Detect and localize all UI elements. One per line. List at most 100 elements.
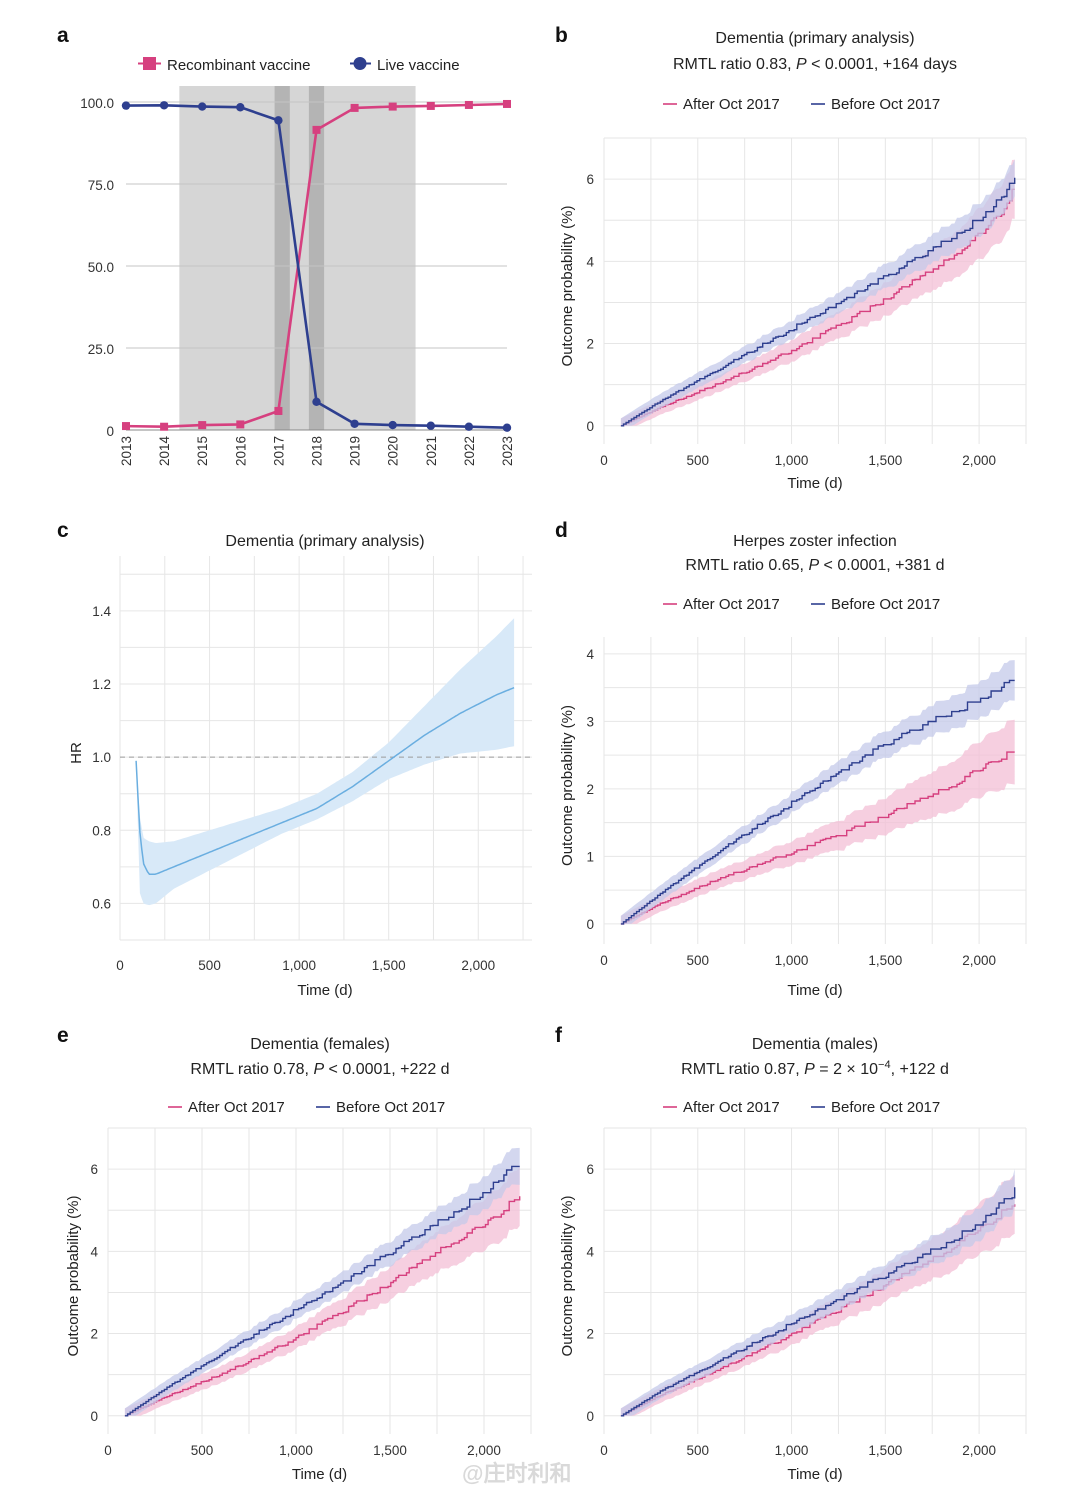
- x-axis-label: Time (d): [787, 982, 842, 999]
- legend-label: After Oct 2017: [683, 96, 780, 113]
- x-tick-label: 1,000: [279, 1443, 313, 1458]
- panel-title: Dementia (primary analysis): [715, 30, 914, 47]
- panel-subtitle: RMTL ratio 0.83, P < 0.0001, +164 days: [673, 56, 957, 73]
- x-tick-label: 1,000: [775, 1443, 809, 1458]
- x-tick-label: 0: [104, 1443, 112, 1458]
- point-recombinant: [198, 421, 207, 430]
- x-tick-label: 500: [198, 958, 221, 973]
- panel-title: Dementia (primary analysis): [225, 533, 424, 550]
- y-tick-label: 3: [586, 714, 594, 729]
- panel-letter: c: [57, 519, 69, 542]
- y-axis-label: Outcome probability (%): [559, 1196, 576, 1357]
- legend-label: Recombinant vaccine: [167, 57, 310, 74]
- point-live: [121, 101, 131, 110]
- x-tick-label: 2023: [500, 436, 515, 466]
- point-live: [464, 422, 474, 431]
- panel-f: f Dementia (males) RMTL ratio 0.87, P = 2 …: [555, 1024, 1027, 1483]
- x-tick-label: 2016: [233, 436, 248, 466]
- point-recombinant: [388, 102, 397, 111]
- point-recombinant: [464, 100, 473, 109]
- point-recombinant: [160, 422, 169, 431]
- point-live: [274, 116, 283, 125]
- y-tick-label: 0: [586, 1409, 594, 1424]
- panel-c: c Dementia (primary analysis) 0.6 0.8 1.0 1.2…: [57, 519, 532, 999]
- x-tick-label: 2019: [348, 436, 363, 466]
- point-recombinant: [503, 99, 511, 108]
- point-live: [388, 420, 397, 430]
- point-live: [426, 421, 435, 430]
- x-tick-label: 500: [191, 1443, 214, 1458]
- panel-d: d Herpes zoster infection RMTL ratio 0.65,…: [555, 519, 1027, 999]
- x-axis-label: Time (d): [787, 1466, 842, 1483]
- series-line-before: [620, 679, 1015, 925]
- x-tick-label: 1,500: [868, 953, 902, 968]
- legend-label: After Oct 2017: [188, 1099, 285, 1116]
- y-axis-label: Outcome probability (%): [65, 1196, 82, 1357]
- y-tick-label: 2: [90, 1327, 98, 1342]
- legend-label: After Oct 2017: [683, 596, 780, 613]
- panel-a: a 0 25.0 50.0 75.0 100.0 2013 2014 2015 2016 2017 2…: [57, 24, 515, 466]
- point-live: [159, 101, 169, 110]
- y-tick-label: 25.0: [88, 342, 114, 357]
- x-tick-label: 2013: [119, 436, 134, 466]
- x-axis-label: Time (d): [787, 475, 842, 492]
- point-recombinant: [312, 125, 321, 134]
- y-axis-label: HR: [68, 742, 85, 764]
- panel-title: Dementia (males): [752, 1036, 878, 1053]
- x-tick-label: 2017: [271, 436, 286, 466]
- panel-letter: d: [555, 519, 568, 542]
- x-tick-label: 1,000: [775, 453, 809, 468]
- legend-label: Before Oct 2017: [831, 1099, 940, 1116]
- y-tick-label: 0: [586, 917, 594, 932]
- legend-label: Before Oct 2017: [831, 96, 940, 113]
- y-tick-label: 1.2: [92, 677, 111, 692]
- panel-subtitle: RMTL ratio 0.65, P < 0.0001, +381 d: [685, 557, 944, 574]
- x-tick-label: 2018: [310, 436, 325, 466]
- panel-letter: b: [555, 24, 568, 47]
- x-tick-label: 500: [687, 453, 710, 468]
- subtitle-p: P: [796, 56, 807, 73]
- ci-band-before: [124, 1147, 520, 1416]
- point-recombinant: [236, 420, 245, 429]
- subtitle-text: RMTL ratio 0.87,: [681, 1061, 804, 1078]
- y-tick-label: 1: [586, 849, 594, 864]
- legend-label: Before Oct 2017: [831, 596, 940, 613]
- series-line-hr: [135, 686, 515, 875]
- x-tick-label: 2020: [386, 436, 401, 466]
- panel-letter: f: [555, 1024, 563, 1047]
- subtitle-eq: = 2 × 10: [815, 1061, 878, 1078]
- subtitle-post: < 0.0001, +381 d: [819, 557, 944, 574]
- x-tick-label: 1,500: [868, 453, 902, 468]
- ci-band-hr: [136, 618, 515, 906]
- point-live: [312, 397, 321, 406]
- x-tick-label: 0: [600, 453, 608, 468]
- point-live: [198, 102, 207, 111]
- series-line-after: [620, 751, 1015, 925]
- ci-band-after: [620, 719, 1015, 924]
- subtitle-sup: −4: [878, 1059, 891, 1071]
- x-tick-label: 500: [687, 1443, 710, 1458]
- point-recombinant: [274, 406, 283, 415]
- point-recombinant: [350, 103, 359, 112]
- panel-e: e Dementia (females) RMTL ratio 0.78, P < …: [57, 1024, 532, 1483]
- y-axis-label: Outcome probability (%): [559, 206, 576, 367]
- panel-b: b Dementia (primary analysis) RMTL ratio 0…: [555, 24, 1027, 492]
- y-tick-label: 1.0: [92, 750, 111, 765]
- x-axis-label: Time (d): [297, 982, 352, 999]
- x-tick-label: 1,500: [372, 958, 406, 973]
- point-live: [236, 103, 245, 112]
- panel-title: Dementia (females): [250, 1036, 390, 1053]
- watermark: @庄时利和: [462, 1461, 571, 1486]
- point-live: [350, 419, 359, 428]
- point-live: [502, 423, 512, 432]
- series-line-before: [620, 177, 1016, 427]
- legend-label: After Oct 2017: [683, 1099, 780, 1116]
- y-tick-label: 2: [586, 1327, 594, 1342]
- y-tick-label: 6: [586, 1162, 594, 1177]
- subtitle-post: , +122 d: [891, 1061, 949, 1078]
- y-tick-label: 0.6: [92, 896, 111, 911]
- x-tick-label: 2,000: [467, 1443, 501, 1458]
- legend-label: Live vaccine: [377, 57, 460, 74]
- x-tick-label: 2014: [157, 436, 172, 467]
